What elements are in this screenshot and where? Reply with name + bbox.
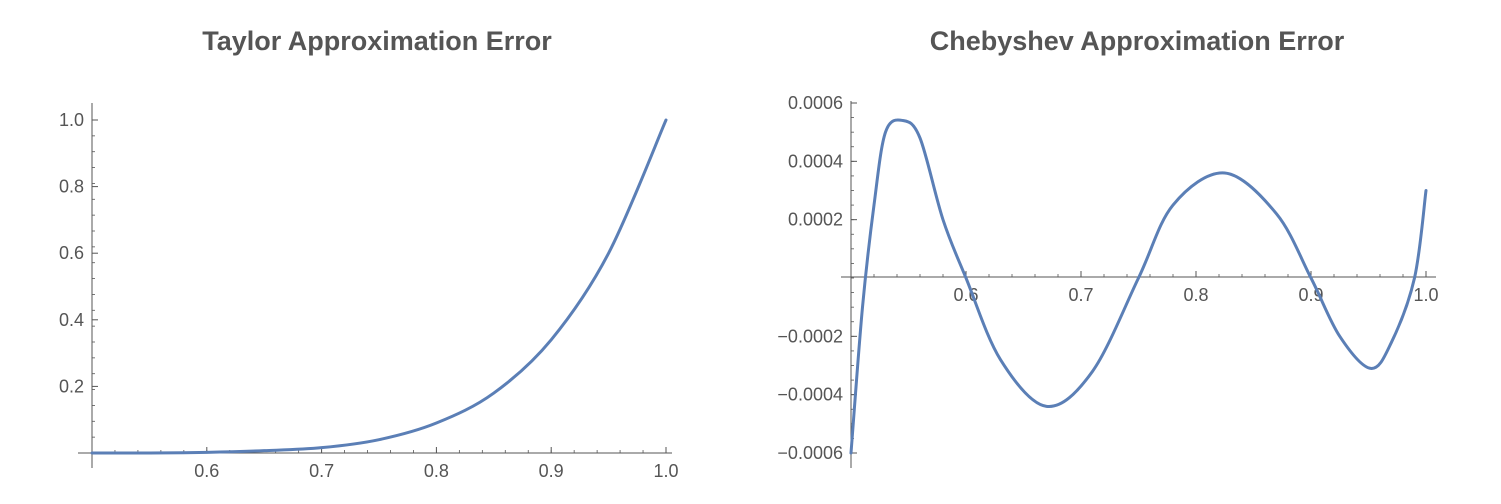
x-tick-label: 0.8	[1183, 285, 1208, 305]
x-tick-label: 1.0	[1413, 285, 1438, 305]
y-tick-label: −0.0004	[777, 385, 843, 405]
y-tick-label: −0.0006	[777, 443, 843, 463]
series-line	[849, 118, 1428, 455]
y-tick-label: 0.6	[59, 243, 84, 263]
taylor-chart-plot: 0.6 0.7 0.8 0.9 1.0 0.2 0.4 0.6 0.8 1.0	[59, 103, 679, 481]
chart-title: Taylor Approximation Error	[202, 26, 552, 56]
x-tick-label: 0.9	[539, 461, 564, 481]
chebyshev-chart-panel: Chebyshev Approximation Error 0.6 0.7 0.8 0…	[750, 0, 1501, 504]
y-tick-label: −0.0002	[777, 326, 843, 346]
y-tick-label: 1.0	[59, 110, 84, 130]
y-tick-label: 0.2	[59, 376, 84, 396]
chebyshev-chart-plot: 0.6 0.7 0.8 0.9 1.00.00060.00040.0002−0.0002…	[777, 93, 1439, 468]
x-tick-label: 0.7	[1068, 285, 1093, 305]
x-tick-label: 0.6	[194, 461, 219, 481]
x-tick-label: 1.0	[653, 461, 678, 481]
series-line	[90, 118, 668, 455]
x-tick-label: 0.7	[309, 461, 334, 481]
y-tick-label: 0.0004	[788, 151, 843, 171]
y-tick-label: 0.0006	[788, 93, 843, 113]
taylor-chart-panel: Taylor Approximation Error 0.6 0.7 0.8 0.9 1…	[0, 0, 750, 504]
y-tick-label: 0.4	[59, 310, 84, 330]
chart-title: Chebyshev Approximation Error	[929, 26, 1345, 56]
y-tick-label: 0.0002	[788, 210, 843, 230]
y-tick-label: 0.8	[59, 177, 84, 197]
x-tick-label: 0.8	[424, 461, 449, 481]
